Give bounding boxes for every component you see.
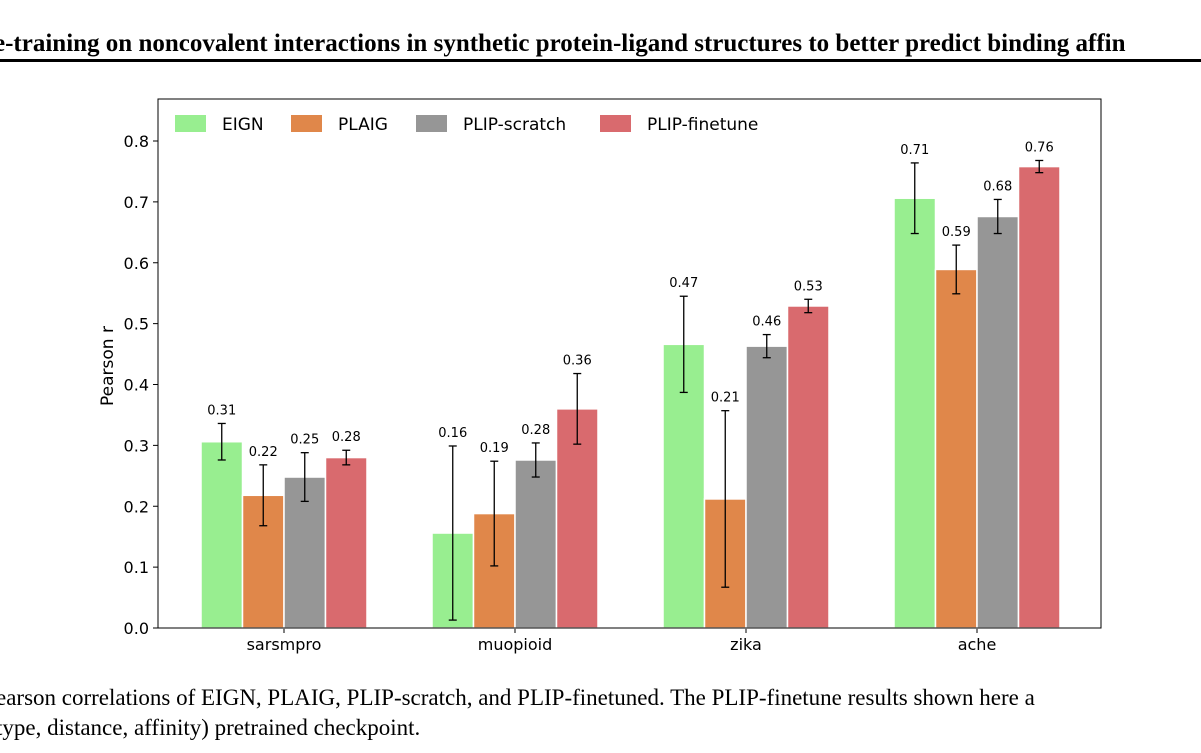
y-tick-label: 0.1 <box>124 558 149 577</box>
x-tick-label: sarsmpro <box>247 635 322 654</box>
y-tick-label: 0.0 <box>124 619 149 638</box>
caption-line: earson correlations of EIGN, PLAIG, PLIP… <box>0 685 1035 710</box>
bar <box>324 456 368 629</box>
error-bar <box>300 452 309 503</box>
error-bar <box>721 410 730 588</box>
error-bar <box>490 460 499 567</box>
error-bar <box>952 244 961 295</box>
value-label: 0.76 <box>1025 140 1054 155</box>
legend-swatch <box>600 115 631 132</box>
y-tick-label: 0.7 <box>124 193 149 212</box>
legend-swatch <box>291 115 322 132</box>
error-bar <box>762 333 771 359</box>
error-bar <box>993 198 1002 235</box>
error-bar <box>259 464 268 527</box>
y-tick-label: 0.6 <box>124 254 149 273</box>
value-label: 0.47 <box>669 276 698 291</box>
error-bar <box>910 162 919 235</box>
legend-label: PLIP-scratch <box>463 115 566 135</box>
x-tick-label: muopioid <box>478 635 553 654</box>
value-label: 0.46 <box>752 315 781 330</box>
legend-swatch <box>416 115 447 132</box>
bar <box>786 305 830 629</box>
bar <box>1017 165 1061 629</box>
bar <box>555 408 599 629</box>
value-label: 0.71 <box>900 143 929 158</box>
bar <box>976 215 1020 629</box>
y-axis-label: Pearson r <box>98 326 118 406</box>
error-bar <box>573 372 582 445</box>
legend-label: PLIP-finetune <box>647 115 758 135</box>
value-label: 0.28 <box>521 423 550 438</box>
y-tick-label: 0.2 <box>124 497 149 516</box>
legend-label: EIGN <box>222 115 264 135</box>
error-bar <box>448 445 457 621</box>
bar <box>893 197 937 629</box>
header-title: e-training on noncovalent interactions i… <box>0 30 1126 57</box>
error-bar <box>679 295 688 394</box>
error-bar <box>804 298 813 314</box>
error-bar <box>531 442 540 478</box>
legend-swatch <box>175 115 206 132</box>
error-bar <box>1035 159 1044 174</box>
value-label: 0.53 <box>794 279 823 294</box>
bar <box>514 459 558 629</box>
header-rule <box>0 59 1201 62</box>
value-label: 0.68 <box>983 179 1012 194</box>
value-label: 0.19 <box>480 441 509 456</box>
value-label: 0.31 <box>207 403 236 418</box>
value-label: 0.21 <box>711 391 740 406</box>
x-tick-label: zika <box>730 635 762 654</box>
value-label: 0.25 <box>290 433 319 448</box>
error-bar <box>342 449 351 466</box>
error-bar <box>217 422 226 461</box>
value-label: 0.36 <box>563 354 592 369</box>
bar <box>745 345 789 629</box>
bar <box>200 440 244 629</box>
plot-frame <box>157 98 1102 629</box>
y-tick-label: 0.3 <box>124 436 149 455</box>
bar <box>934 268 978 629</box>
bar <box>283 476 327 629</box>
x-tick-label: ache <box>958 635 997 654</box>
caption-line: type, distance, affinity) pretrained che… <box>0 715 420 740</box>
value-label: 0.22 <box>249 445 278 460</box>
value-label: 0.16 <box>438 426 467 441</box>
y-tick-label: 0.4 <box>124 376 149 395</box>
value-label: 0.59 <box>942 225 971 240</box>
y-tick-label: 0.8 <box>124 132 149 151</box>
value-label: 0.28 <box>332 430 361 445</box>
legend-label: PLAIG <box>338 115 388 135</box>
y-tick-label: 0.5 <box>124 315 149 334</box>
